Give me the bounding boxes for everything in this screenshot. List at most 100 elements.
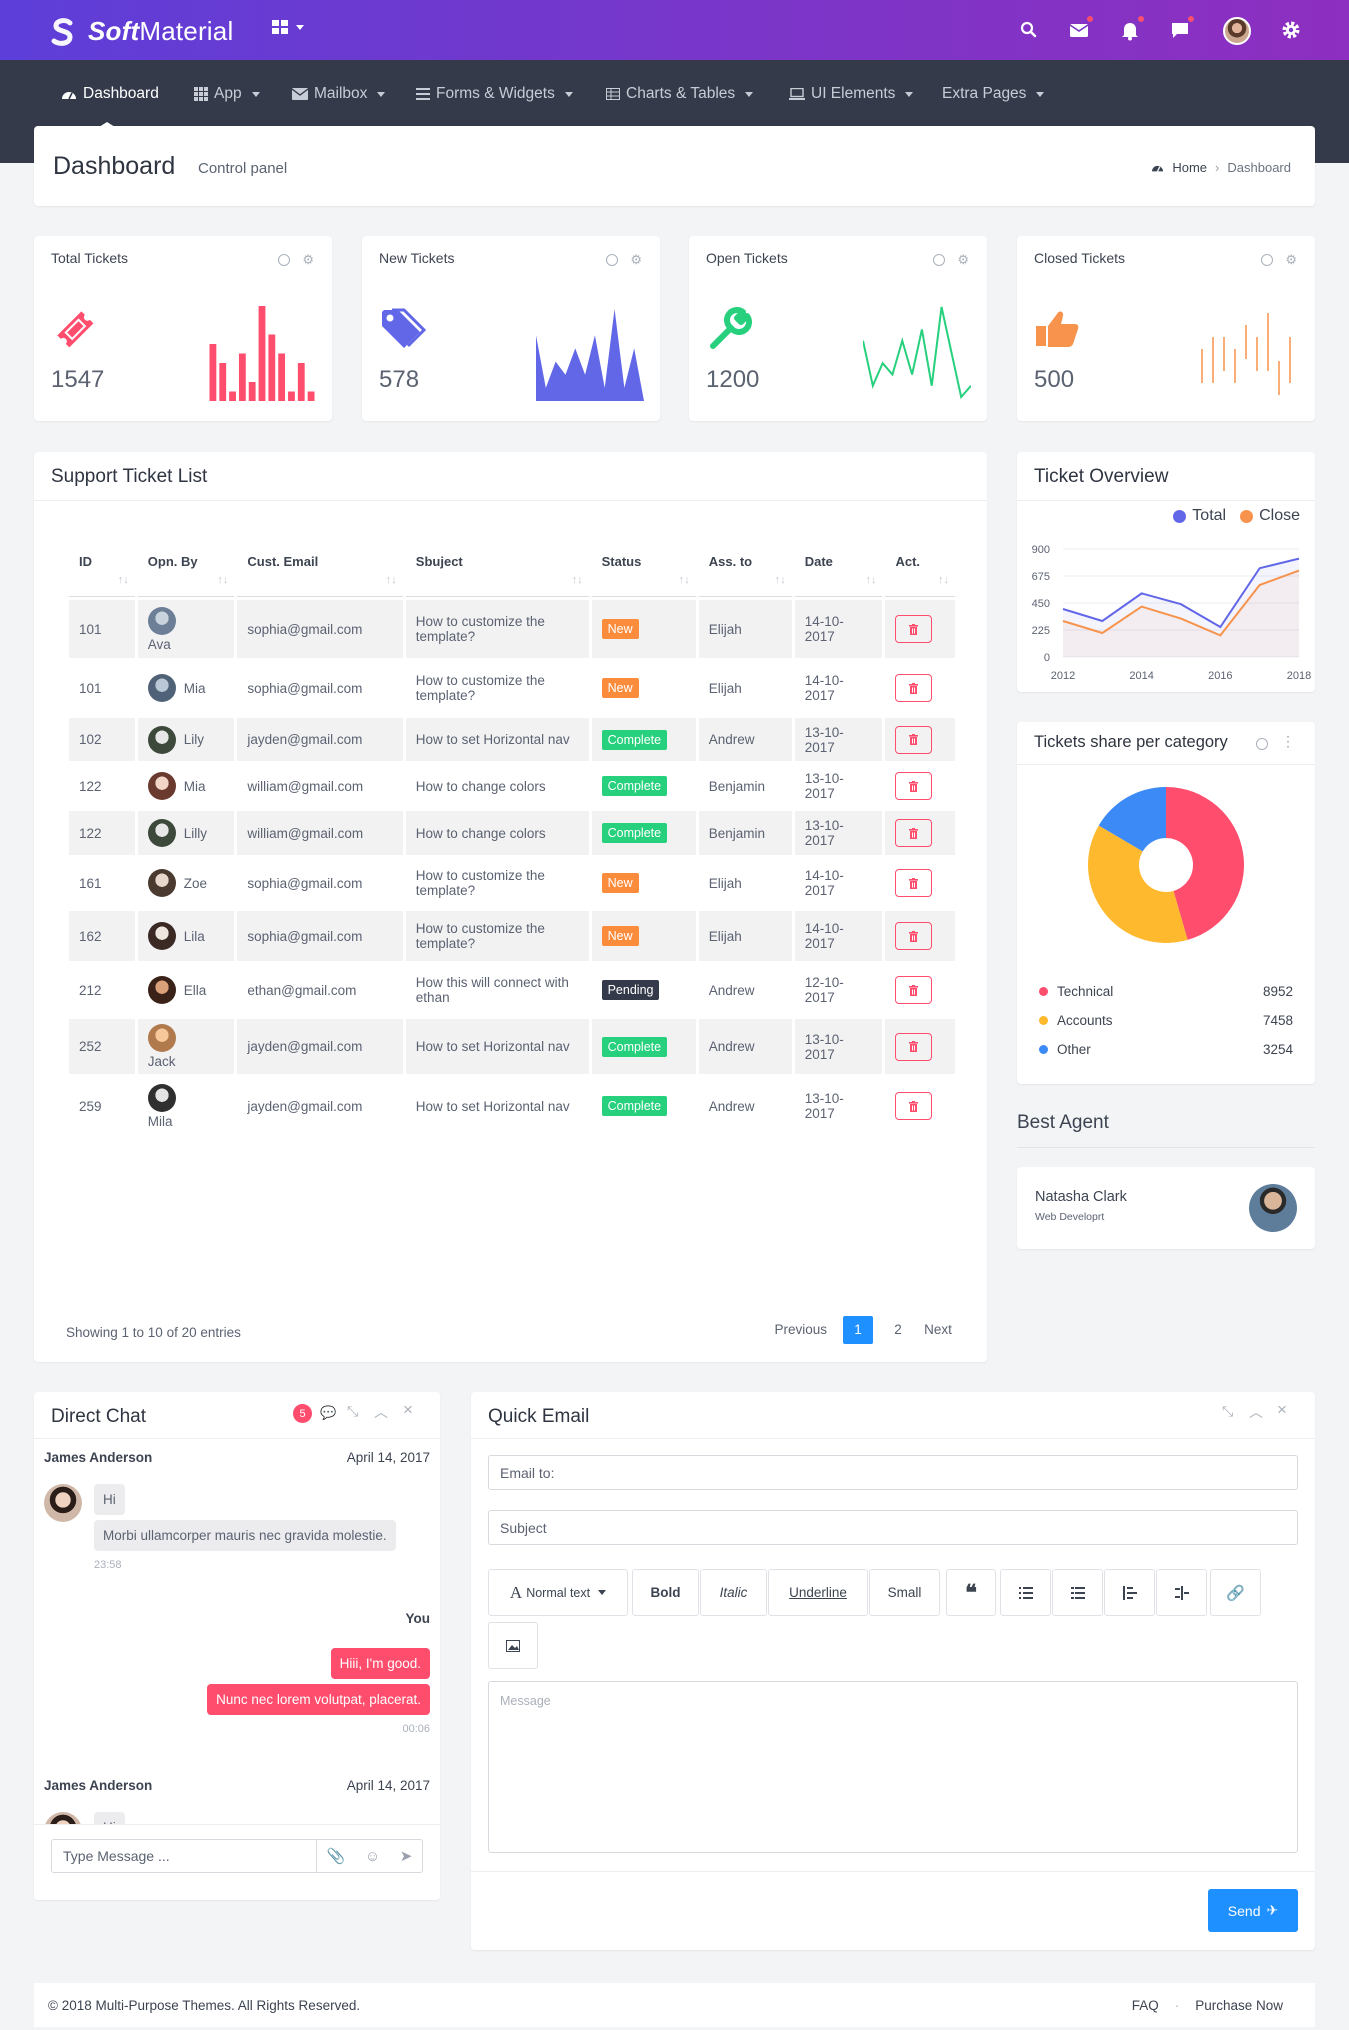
chat-reply: Nunc nec lorem volutpat, placerat. xyxy=(207,1684,430,1715)
column-header[interactable]: Ass. to ↑↓ xyxy=(698,527,792,597)
series-area xyxy=(1063,570,1299,657)
settings-gear-icon[interactable]: ⚙ xyxy=(630,252,642,267)
pagination-previous[interactable]: Previous xyxy=(774,1322,827,1337)
email-to-input[interactable]: Email to: xyxy=(488,1455,1298,1490)
nav-charts-tables[interactable]: Charts & Tables xyxy=(606,84,754,104)
delete-button[interactable] xyxy=(895,869,933,897)
delete-button[interactable] xyxy=(895,674,933,702)
legend-total[interactable]: Total xyxy=(1173,507,1226,525)
indent-icon[interactable] xyxy=(1156,1569,1207,1616)
delete-button[interactable] xyxy=(895,976,933,1004)
footer-faq-link[interactable]: FAQ xyxy=(1131,1997,1159,2013)
avatar xyxy=(147,725,176,754)
assigned-to: Andrew xyxy=(708,1039,755,1054)
refresh-circle-icon[interactable] xyxy=(1261,254,1274,266)
delete-button[interactable] xyxy=(895,1092,933,1120)
expand-icon[interactable]: ⤡ xyxy=(347,1403,359,1419)
refresh-circle-icon[interactable] xyxy=(1256,738,1268,750)
collapse-chevron-icon[interactable]: ︿ xyxy=(1249,1404,1263,1420)
y-tick-label: 450 xyxy=(1032,598,1050,610)
mail-icon xyxy=(292,88,308,100)
messages-icon[interactable] xyxy=(1168,15,1195,42)
column-header[interactable]: Date ↑↓ xyxy=(794,527,883,597)
search-icon[interactable] xyxy=(1017,18,1041,42)
mail-icon[interactable] xyxy=(1067,15,1094,42)
chat-message-input[interactable]: Type Message ... xyxy=(51,1839,317,1873)
column-header[interactable]: ID ↑↓ xyxy=(69,527,135,597)
customer-email: william@gmail.com xyxy=(247,825,364,841)
delete-button[interactable] xyxy=(895,772,933,800)
nav-dashboard[interactable]: Dashboard xyxy=(61,84,159,104)
delete-button[interactable] xyxy=(895,615,933,643)
pagination-page-2[interactable]: 2 xyxy=(894,1322,902,1337)
italic-button[interactable]: Italic xyxy=(700,1569,767,1616)
insert-image-icon[interactable] xyxy=(488,1622,538,1669)
column-header[interactable]: Cust. Email ↑↓ xyxy=(237,527,403,597)
ticket-subject: How to change colors xyxy=(415,825,546,841)
breadcrumb-home[interactable]: Home xyxy=(1172,160,1208,175)
delete-button[interactable] xyxy=(895,1032,933,1061)
close-icon[interactable]: × xyxy=(1277,1400,1287,1419)
nav-ui-elements[interactable]: UI Elements xyxy=(789,84,914,104)
nav-app[interactable]: App xyxy=(194,84,260,104)
user-avatar[interactable] xyxy=(1223,17,1251,45)
settings-gear-icon[interactable] xyxy=(1279,18,1303,42)
email-message-textarea[interactable]: Message xyxy=(488,1681,1298,1853)
refresh-circle-icon[interactable] xyxy=(933,254,946,266)
column-header[interactable]: Opn. By ↑↓ xyxy=(137,527,235,597)
delete-button[interactable] xyxy=(895,819,933,847)
customer-email: sophia@gmail.com xyxy=(247,621,363,637)
nav-extra-pages[interactable]: Extra Pages xyxy=(942,84,1045,104)
column-header[interactable]: Sbuject ↑↓ xyxy=(405,527,589,597)
outdent-icon[interactable] xyxy=(1104,1569,1155,1616)
more-vertical-icon[interactable]: ⋮ xyxy=(1281,733,1295,749)
emoji-smile-icon[interactable]: ☺ xyxy=(364,1847,381,1865)
delete-button[interactable] xyxy=(895,725,933,754)
column-header[interactable]: Status ↑↓ xyxy=(591,527,696,597)
best-agent-card[interactable]: Natasha Clark Web Developrt xyxy=(1017,1167,1315,1249)
send-paper-plane-icon[interactable]: ➤ xyxy=(399,1848,413,1865)
brand-logo[interactable]: SoftMaterial xyxy=(48,16,233,47)
format-normal-text-dropdown[interactable]: A Normal text xyxy=(488,1569,628,1616)
dashboard-icon xyxy=(62,92,76,100)
spark-line xyxy=(863,306,971,400)
expand-icon[interactable]: ⤡ xyxy=(1222,1403,1234,1419)
chat-contacts-icon[interactable]: 💬 xyxy=(320,1405,337,1420)
apps-menu-button[interactable] xyxy=(272,20,304,34)
assigned-to: Andrew xyxy=(708,732,755,747)
unordered-list-icon[interactable] xyxy=(1000,1569,1051,1616)
attach-paperclip-icon[interactable]: 📎 xyxy=(326,1848,346,1865)
nav-forms-widgets[interactable]: Forms & Widgets xyxy=(416,84,573,104)
legend-close[interactable]: Close xyxy=(1240,507,1300,525)
footer-purchase-link[interactable]: Purchase Now xyxy=(1195,1997,1283,2013)
settings-gear-icon[interactable]: ⚙ xyxy=(1285,252,1297,267)
nav-mailbox[interactable]: Mailbox xyxy=(292,84,386,104)
underline-button[interactable]: Underline xyxy=(768,1569,868,1616)
y-tick-label: 225 xyxy=(1032,625,1050,637)
chat-avatar xyxy=(44,1484,82,1522)
blockquote-icon[interactable]: ❝ xyxy=(946,1569,996,1616)
column-header[interactable]: Act. ↑↓ xyxy=(885,527,955,597)
settings-gear-icon[interactable]: ⚙ xyxy=(302,252,314,267)
y-tick-label: 675 xyxy=(1032,571,1050,583)
ordered-list-icon[interactable] xyxy=(1052,1569,1103,1616)
refresh-circle-icon[interactable] xyxy=(606,254,619,266)
pagination-page-1[interactable]: 1 xyxy=(843,1316,873,1344)
settings-gear-icon[interactable]: ⚙ xyxy=(957,252,969,267)
small-button[interactable]: Small xyxy=(869,1569,940,1616)
collapse-chevron-icon[interactable]: ︿ xyxy=(374,1404,388,1420)
send-button[interactable]: Send ✈ xyxy=(1208,1889,1298,1932)
link-icon[interactable]: 🔗 xyxy=(1210,1569,1261,1616)
bold-button[interactable]: Bold xyxy=(632,1569,699,1616)
pagination-next[interactable]: Next xyxy=(924,1322,952,1337)
agent-role: Web Developrt xyxy=(1035,1211,1105,1223)
refresh-circle-icon[interactable] xyxy=(278,254,291,266)
notifications-bell-icon[interactable] xyxy=(1118,15,1145,42)
support-ticket-title: Support Ticket List xyxy=(51,466,208,487)
email-subject-input[interactable]: Subject xyxy=(488,1510,1298,1545)
nav-ui-label: UI Elements xyxy=(811,85,896,102)
ticket-id: 162 xyxy=(79,928,102,944)
legend-total-label: Total xyxy=(1192,507,1227,524)
delete-button[interactable] xyxy=(895,922,933,950)
close-icon[interactable]: × xyxy=(403,1400,413,1419)
